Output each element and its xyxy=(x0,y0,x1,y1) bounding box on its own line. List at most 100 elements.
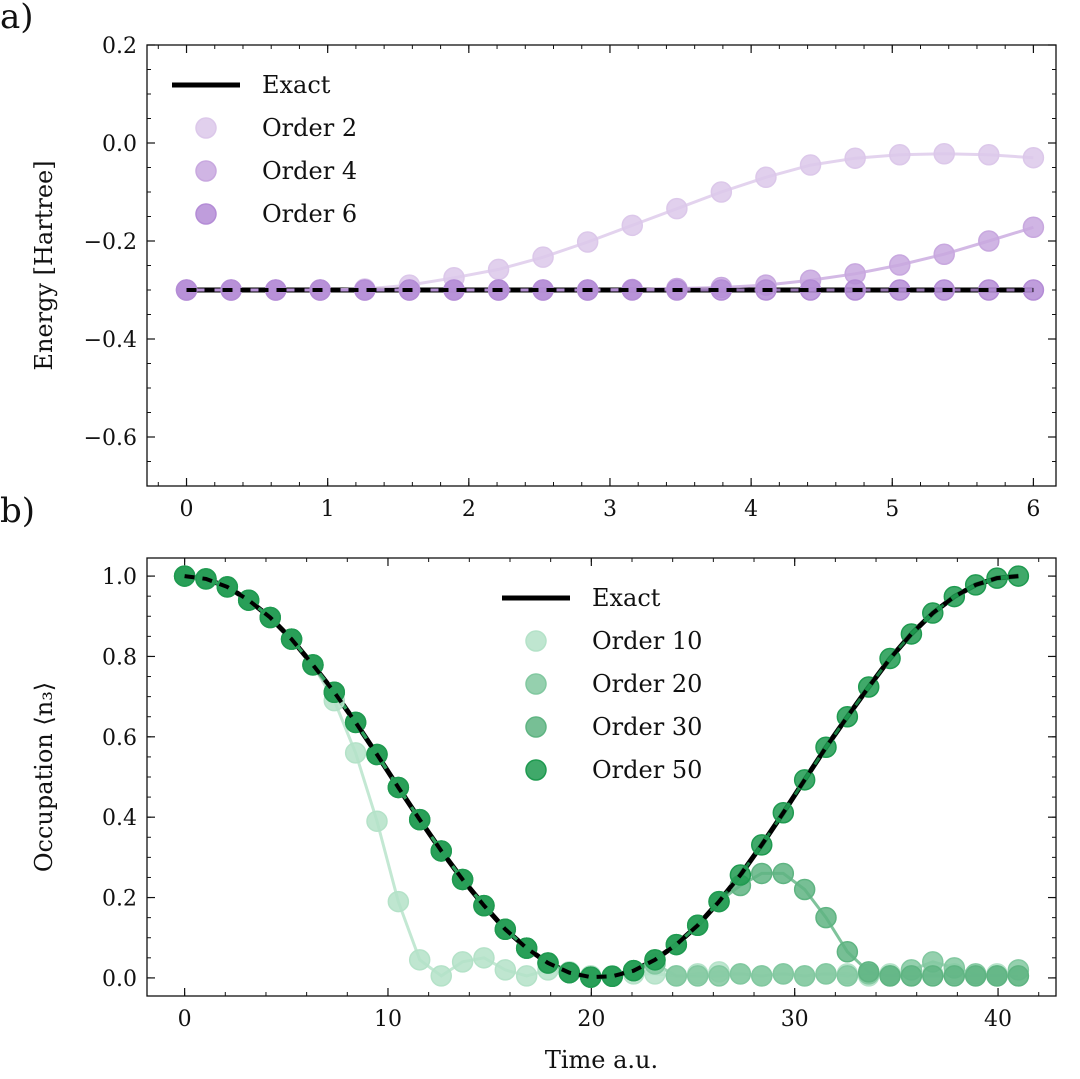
legend-label: Order 4 xyxy=(262,157,357,185)
data-point xyxy=(888,144,911,166)
data-point xyxy=(844,147,866,169)
x-tick-label: 2 xyxy=(462,497,476,522)
data-point xyxy=(922,965,944,987)
data-point xyxy=(344,742,367,764)
legend-swatch-marker xyxy=(195,203,217,225)
legend-swatch-marker xyxy=(525,759,547,781)
legend-swatch-marker xyxy=(525,673,547,695)
data-point xyxy=(487,258,510,281)
data-point xyxy=(515,965,538,987)
data-point xyxy=(451,951,474,973)
data-point xyxy=(836,965,859,987)
data-point xyxy=(815,963,837,985)
data-point xyxy=(686,965,709,987)
data-point xyxy=(666,197,688,220)
panel-a: a) 0 1 2 3 4 5 6 0.2 0.0 −0.2 −0.4 −0.6 Energy [Hartr… xyxy=(0,0,1057,522)
data-point xyxy=(1022,146,1045,169)
x-tick-label: 20 xyxy=(577,1007,605,1032)
data-point xyxy=(576,231,599,253)
data-point xyxy=(879,965,901,987)
y-tick-label: −0.4 xyxy=(84,328,137,353)
data-point xyxy=(750,965,773,987)
x-tick-label: 0 xyxy=(178,1007,192,1032)
y-tick-label: −0.2 xyxy=(84,230,137,255)
legend-label: Order 20 xyxy=(592,670,702,698)
minor-ticks xyxy=(147,44,1056,486)
data-point xyxy=(473,947,495,969)
data-point xyxy=(836,941,859,963)
plot-area xyxy=(173,565,1030,988)
data-point xyxy=(621,214,644,237)
x-tick-label: 1 xyxy=(321,497,335,522)
y-tick-label: 0.8 xyxy=(102,645,137,670)
data-point xyxy=(900,965,923,987)
y-tick-label: 0.4 xyxy=(102,806,137,831)
data-point xyxy=(1022,216,1045,239)
x-tick-label: 3 xyxy=(603,497,617,522)
data-point xyxy=(494,959,517,981)
data-point xyxy=(799,154,822,176)
legend-label: Order 30 xyxy=(592,713,702,741)
panel-b: b)0 10 20 30 401.00.80.60.40.20.0Occupation … xyxy=(0,491,1057,1074)
data-point xyxy=(1007,965,1030,987)
data-point xyxy=(933,143,955,165)
data-point xyxy=(387,890,410,913)
data-point xyxy=(708,965,730,987)
x-tick-label: 40 xyxy=(984,1007,1012,1032)
data-point xyxy=(755,166,777,189)
x-axis-label: Time a.u. xyxy=(545,1046,658,1074)
y-tick-label: 1.0 xyxy=(102,565,137,590)
data-point xyxy=(665,965,688,987)
plot-frame xyxy=(146,44,1057,487)
legend-swatch-marker xyxy=(525,630,547,652)
data-point xyxy=(888,254,911,276)
data-point xyxy=(978,144,1000,166)
y-axis-label: Energy [Hartree] xyxy=(30,160,58,370)
data-point xyxy=(408,949,431,971)
data-point xyxy=(933,243,955,265)
data-point xyxy=(964,965,987,987)
y-tick-label: 0.0 xyxy=(102,132,137,157)
data-point xyxy=(1022,279,1045,301)
legend-label: Order 50 xyxy=(592,756,702,784)
panel-label: b) xyxy=(0,491,35,531)
data-point xyxy=(430,965,453,987)
y-tick-label: −0.6 xyxy=(84,426,137,451)
legend-label: Order 2 xyxy=(262,114,357,142)
legend-label: Exact xyxy=(592,584,661,612)
data-point xyxy=(978,230,1000,252)
y-tick-label: 0.2 xyxy=(102,887,137,912)
legend-label: Exact xyxy=(262,71,331,99)
x-tick-label: 6 xyxy=(1026,497,1040,522)
x-tick-label: 5 xyxy=(885,497,899,522)
y-tick-label: 0.2 xyxy=(102,34,137,59)
data-point xyxy=(943,965,966,987)
data-point xyxy=(986,965,1008,987)
data-point xyxy=(729,963,752,985)
data-point xyxy=(772,862,795,885)
x-tick-label: 4 xyxy=(744,497,758,522)
x-tick-label: 0 xyxy=(180,497,194,522)
data-point xyxy=(793,965,816,987)
data-point xyxy=(710,181,733,203)
data-point xyxy=(532,246,554,268)
legend: Exact Order 10 Order 20 Order 30 Order 50 xyxy=(502,584,702,784)
legend-swatch-marker xyxy=(525,716,547,738)
data-point xyxy=(815,906,837,929)
legend-swatch-marker xyxy=(195,160,217,182)
plot-area xyxy=(175,143,1045,301)
x-tick-label: 30 xyxy=(781,1007,809,1032)
data-point xyxy=(750,862,773,885)
data-point xyxy=(772,963,795,985)
data-point xyxy=(857,961,880,983)
panel-label: a) xyxy=(0,0,34,37)
x-tick-label: 10 xyxy=(374,1007,402,1032)
legend: Exact Order 2 Order 4 Order 6 xyxy=(172,71,357,228)
y-tick-label: 0.0 xyxy=(102,967,137,992)
legend-swatch-marker xyxy=(195,117,217,139)
data-point xyxy=(366,810,388,832)
series-line-exact-overlay xyxy=(184,574,1019,980)
y-axis-label: Occupation ⟨n₃⟩ xyxy=(30,682,58,872)
y-tick-label: 0.6 xyxy=(102,726,137,751)
